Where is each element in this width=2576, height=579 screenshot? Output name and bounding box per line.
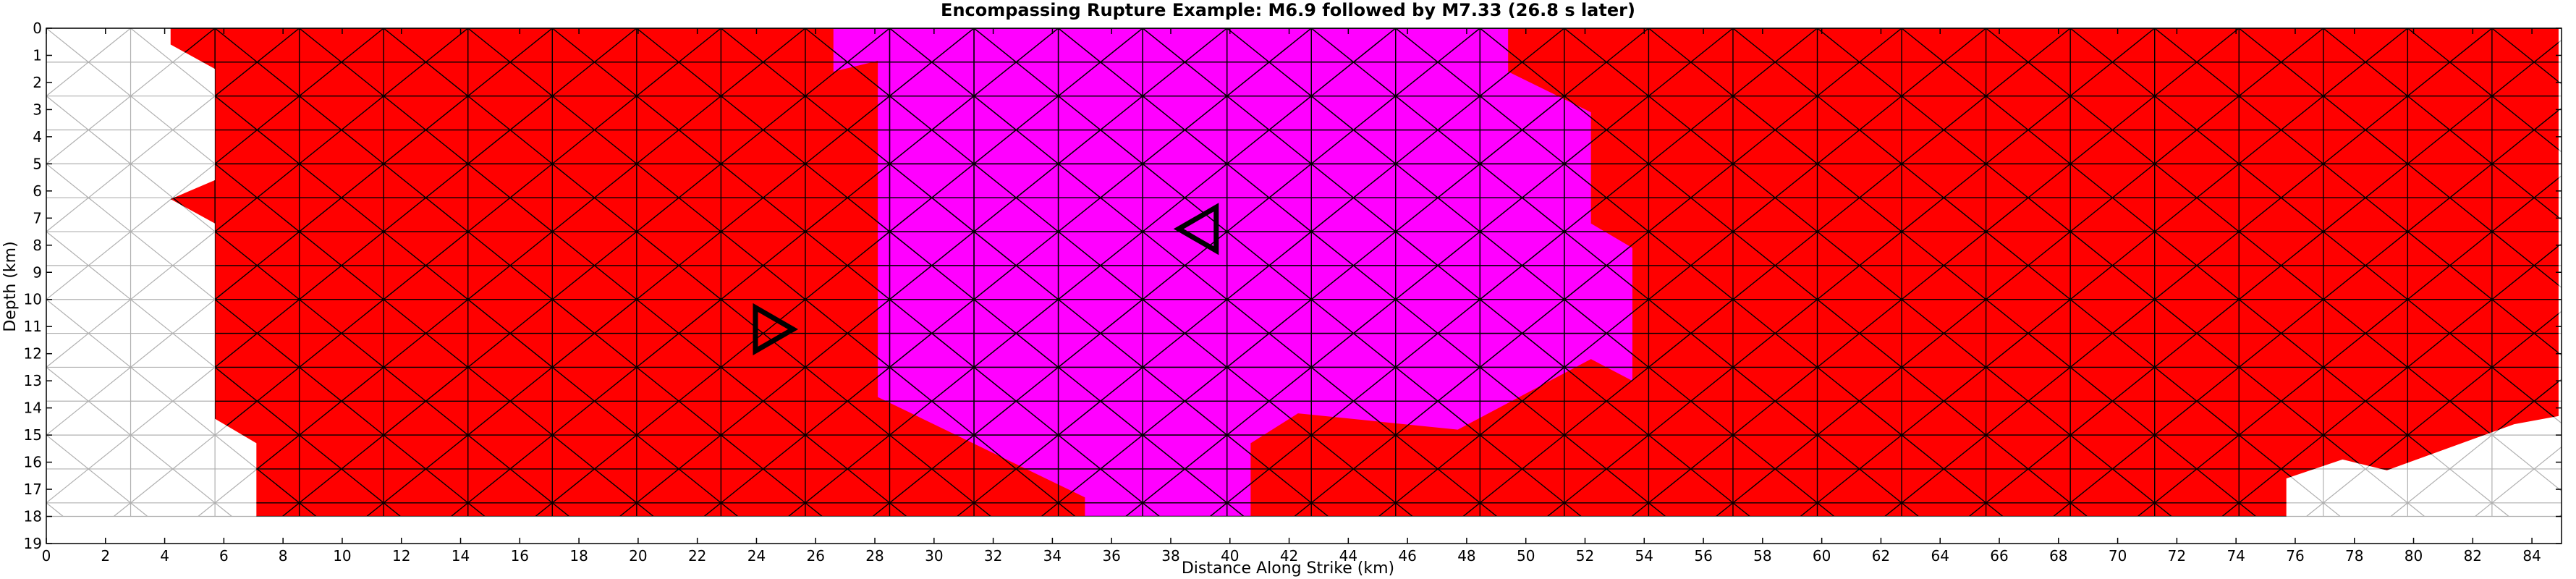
- y-tick-label: 2: [33, 74, 42, 91]
- x-tick-label: 6: [219, 547, 229, 565]
- x-tick-label: 84: [2522, 547, 2541, 565]
- y-tick-label: 4: [33, 128, 42, 145]
- x-tick-label: 48: [1457, 547, 1475, 565]
- x-tick-label: 44: [1339, 547, 1357, 565]
- y-tick-label: 1: [33, 46, 42, 64]
- x-tick-label: 46: [1398, 547, 1416, 565]
- x-tick-label: 26: [807, 547, 825, 565]
- hypocenter-marker-0: [1173, 203, 1219, 255]
- y-tick-label: 8: [33, 237, 42, 254]
- y-axis-label: Depth (km): [1, 241, 20, 331]
- y-tick-label: 16: [24, 454, 42, 471]
- x-tick-label: 72: [2168, 547, 2186, 565]
- y-tick-label: 7: [33, 209, 42, 227]
- y-tick-label: 19: [24, 535, 42, 552]
- y-tick-label: 3: [33, 101, 42, 118]
- x-tick-label: 28: [865, 547, 884, 565]
- x-tick-label: 60: [1813, 547, 1831, 565]
- x-tick-label: 24: [747, 547, 766, 565]
- x-tick-label: 62: [1872, 547, 1890, 565]
- rupture-region-1: [833, 28, 1632, 517]
- x-tick-label: 58: [1753, 547, 1771, 565]
- x-tick-label: 82: [2464, 547, 2482, 565]
- y-tick-label: 11: [24, 318, 42, 335]
- x-tick-label: 34: [1043, 547, 1062, 565]
- plot-area: [46, 28, 2562, 544]
- x-tick-label: 74: [2227, 547, 2245, 565]
- x-tick-label: 52: [1576, 547, 1594, 565]
- hypocenter-markers: [753, 203, 1219, 356]
- x-tick-label: 18: [569, 547, 588, 565]
- plot-frame: [46, 28, 2562, 544]
- x-tick-label: 14: [452, 547, 470, 565]
- x-tick-label: 80: [2405, 547, 2423, 565]
- x-tick-label: 20: [629, 547, 647, 565]
- x-tick-label: 4: [160, 547, 169, 565]
- y-tick-label: 13: [24, 372, 42, 389]
- chart-title: Encompassing Rupture Example: M6.9 follo…: [941, 0, 1635, 20]
- x-tick-label: 40: [1221, 547, 1239, 565]
- y-tick-label: 12: [24, 345, 42, 363]
- y-tick-label: 15: [24, 426, 42, 444]
- x-tick-label: 70: [2109, 547, 2127, 565]
- x-axis-label: Distance Along Strike (km): [1182, 559, 1394, 578]
- y-tick-label: 14: [24, 400, 42, 417]
- x-tick-label: 36: [1102, 547, 1120, 565]
- x-tick-label: 32: [984, 547, 1002, 565]
- y-tick-label: 18: [24, 508, 42, 525]
- hypocenter-marker-1: [753, 303, 798, 356]
- x-tick-label: 22: [688, 547, 706, 565]
- x-tick-label: 0: [42, 547, 51, 565]
- x-tick-label: 68: [2049, 547, 2067, 565]
- x-tick-label: 8: [279, 547, 288, 565]
- y-tick-label: 0: [33, 20, 42, 37]
- x-tick-label: 64: [1931, 547, 1949, 565]
- x-tick-label: 56: [1694, 547, 1712, 565]
- x-tick-label: 50: [1517, 547, 1535, 565]
- x-axis-ticks: 0 2 4 6 8 10 12 14 16 18 20 22 24 26 28 30 32 34 36 38 40 42 4…: [42, 28, 2541, 565]
- x-tick-label: 10: [333, 547, 351, 565]
- y-tick-label: 6: [33, 182, 42, 200]
- x-tick-label: 38: [1161, 547, 1179, 565]
- x-tick-label: 16: [511, 547, 529, 565]
- x-tick-label: 30: [925, 547, 943, 565]
- x-tick-label: 54: [1635, 547, 1653, 565]
- x-tick-label: 12: [392, 547, 410, 565]
- y-tick-label: 9: [33, 263, 42, 281]
- x-tick-label: 76: [2286, 547, 2304, 565]
- rupture-regions: [170, 28, 2559, 517]
- y-tick-label: 10: [24, 291, 42, 308]
- x-tick-label: 66: [1990, 547, 2008, 565]
- x-tick-label: 78: [2345, 547, 2363, 565]
- x-tick-label: 2: [101, 547, 110, 565]
- y-tick-label: 17: [24, 481, 42, 498]
- y-tick-label: 5: [33, 155, 42, 172]
- x-tick-label: 42: [1280, 547, 1298, 565]
